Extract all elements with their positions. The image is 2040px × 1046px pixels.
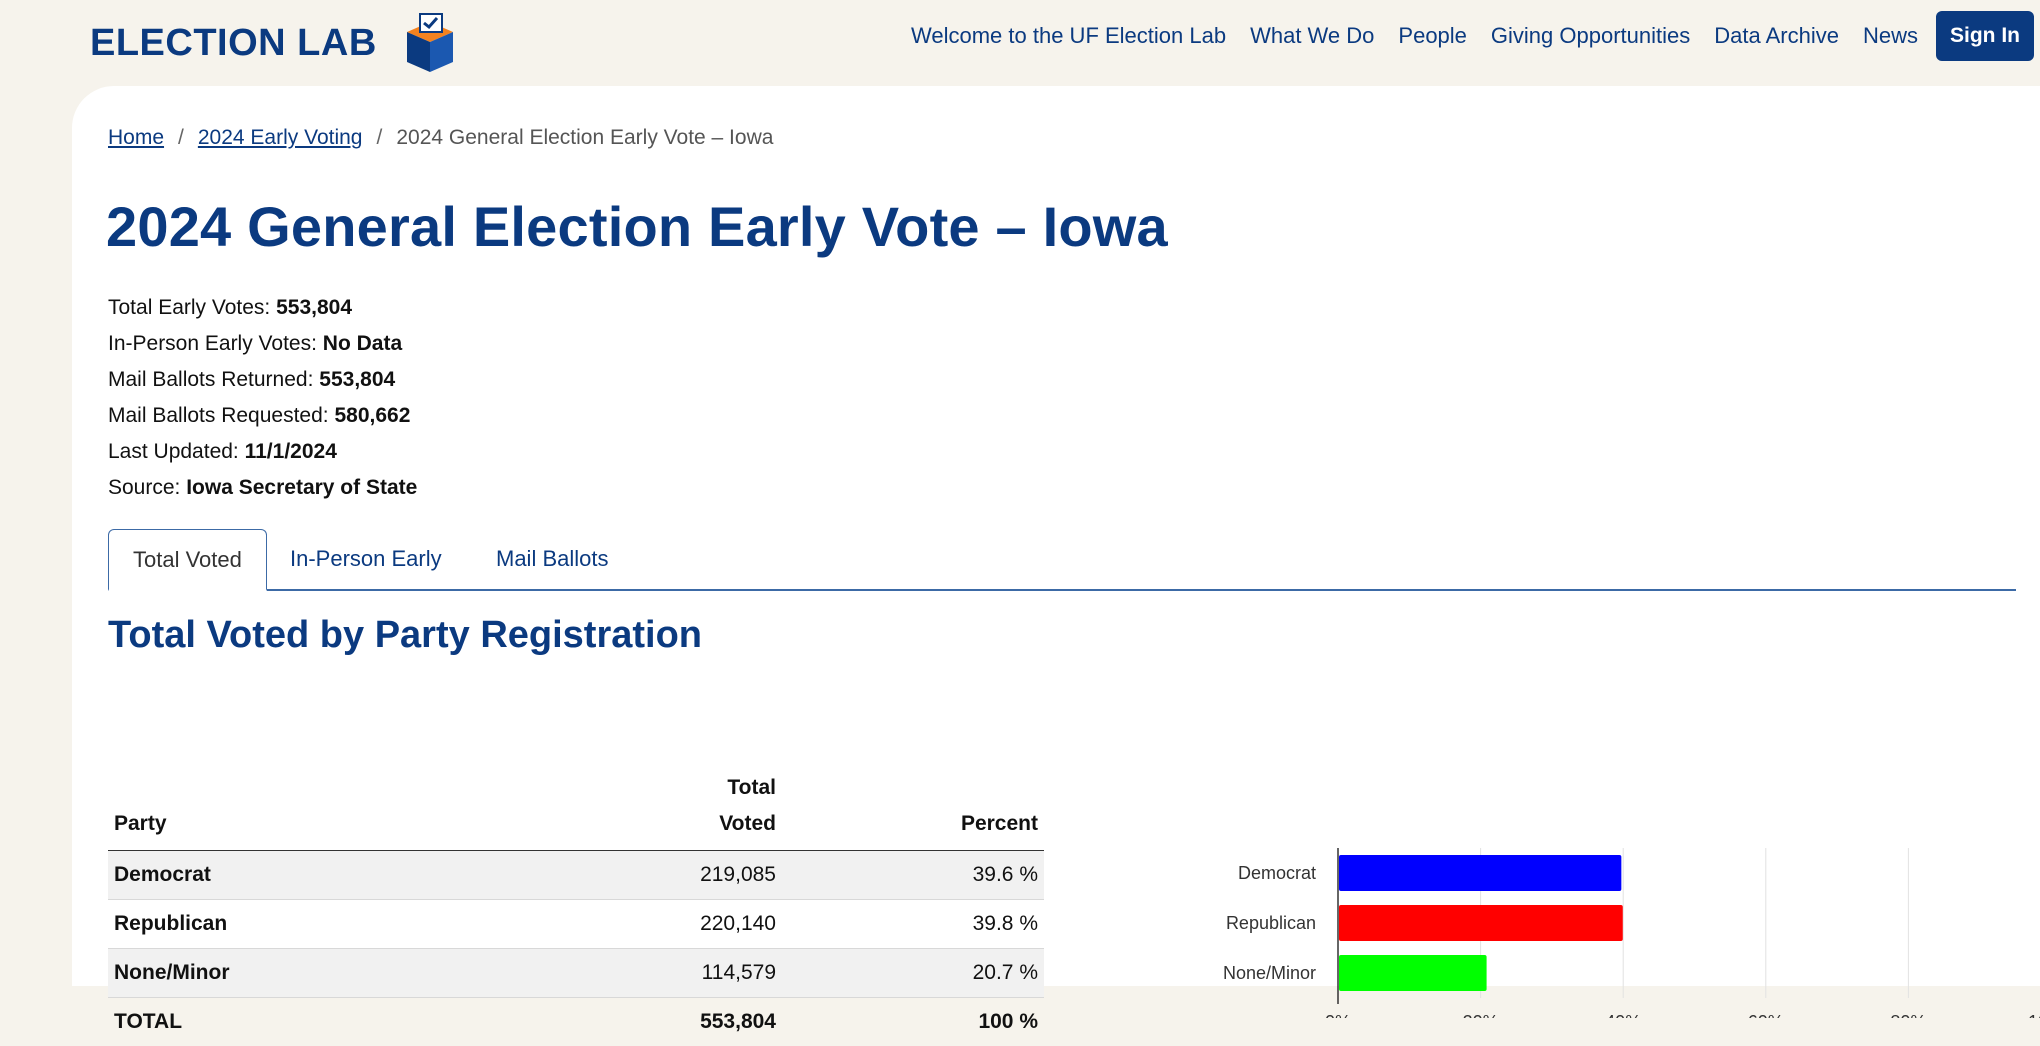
stat-total-early-votes: Total Early Votes: 553,804: [108, 290, 417, 326]
chart-tick-label: 20%: [1463, 1012, 1499, 1018]
stat-label: Last Updated:: [108, 440, 239, 463]
stat-value: 553,804: [276, 296, 352, 319]
col-header-percent: Percent: [782, 766, 1044, 851]
cell-percent: 20.7 %: [782, 949, 1044, 998]
chart-tick-label: 0%: [1325, 1012, 1351, 1018]
breadcrumb: Home / 2024 Early Voting / 2024 General …: [108, 126, 773, 150]
breadcrumb-current: 2024 General Election Early Vote – Iowa: [396, 126, 773, 150]
chart-tick-label: 100%: [2028, 1012, 2040, 1018]
stat-value: 553,804: [319, 368, 395, 391]
cell-party: Republican: [108, 900, 450, 949]
tab-total-voted[interactable]: Total Voted: [108, 529, 267, 591]
nav-people[interactable]: People: [1398, 23, 1467, 49]
chart-category-label: Republican: [1226, 913, 1316, 933]
page-title: 2024 General Election Early Vote – Iowa: [106, 194, 1168, 259]
chart-tick-label: 60%: [1748, 1012, 1784, 1018]
site-header: ELECTION LAB Welcome to the UF Election …: [0, 0, 2040, 86]
table-row: None/Minor 114,579 20.7 %: [108, 949, 1044, 998]
stat-value: 580,662: [334, 404, 410, 427]
ballot-box-icon: [399, 12, 461, 74]
stat-mail-ballots-requested: Mail Ballots Requested: 580,662: [108, 398, 417, 434]
chart-bar: [1339, 905, 1623, 941]
nav-news[interactable]: News: [1863, 23, 1918, 49]
breadcrumb-separator: /: [178, 126, 184, 150]
stat-label: Total Early Votes:: [108, 296, 270, 319]
cell-total: 220,140: [450, 900, 782, 949]
col-header-total-line2: Voted: [719, 812, 776, 835]
tab-in-person-early[interactable]: In-Person Early: [266, 529, 466, 589]
stat-value: No Data: [323, 332, 402, 355]
site-logo[interactable]: ELECTION LAB: [90, 8, 461, 78]
breadcrumb-separator: /: [377, 126, 383, 150]
cell-percent: 39.8 %: [782, 900, 1044, 949]
stat-mail-ballots-returned: Mail Ballots Returned: 553,804: [108, 362, 417, 398]
nav-giving-opportunities[interactable]: Giving Opportunities: [1491, 23, 1690, 49]
logo-text: ELECTION LAB: [90, 22, 377, 65]
sign-in-button[interactable]: Sign In: [1936, 11, 2034, 61]
cell-party: Democrat: [108, 851, 450, 900]
nav-what-we-do[interactable]: What We Do: [1250, 23, 1374, 49]
section-title: Total Voted by Party Registration: [108, 614, 702, 657]
cell-total: 114,579: [450, 949, 782, 998]
stat-source: Source: Iowa Secretary of State: [108, 470, 417, 506]
chart-bar: [1339, 955, 1487, 991]
chart-svg: 0% 20% 40% 60% 80% 100% Democrat Republican None…: [1152, 838, 2040, 1018]
summary-stats: Total Early Votes: 553,804 In-Person Ear…: [108, 290, 417, 506]
table-header-row: Party Total Voted Percent: [108, 766, 1044, 851]
main-nav: Welcome to the UF Election Lab What We D…: [887, 10, 2034, 62]
cell-percent: 100 %: [782, 998, 1044, 1046]
cell-party: None/Minor: [108, 949, 450, 998]
stat-label: In-Person Early Votes:: [108, 332, 317, 355]
chart-bar: [1339, 855, 1621, 891]
col-header-total-voted: Total Voted: [450, 766, 782, 851]
cell-party: TOTAL: [108, 998, 450, 1046]
chart-category-label: Democrat: [1238, 863, 1316, 883]
stat-label: Mail Ballots Returned:: [108, 368, 313, 391]
main-content: Home / 2024 Early Voting / 2024 General …: [72, 86, 2040, 986]
stat-value: Iowa Secretary of State: [186, 476, 417, 499]
breadcrumb-home[interactable]: Home: [108, 126, 164, 150]
col-header-total-line1: Total: [727, 776, 776, 799]
cell-percent: 39.6 %: [782, 851, 1044, 900]
breadcrumb-2024-early-voting[interactable]: 2024 Early Voting: [198, 126, 363, 150]
tab-bar: Total Voted In-Person Early Mail Ballots: [108, 529, 2016, 591]
stat-value: 11/1/2024: [245, 440, 337, 463]
chart-tick-label: 40%: [1605, 1012, 1641, 1018]
col-header-party: Party: [108, 766, 450, 851]
cell-total: 219,085: [450, 851, 782, 900]
chart-category-label: None/Minor: [1223, 963, 1316, 983]
nav-data-archive[interactable]: Data Archive: [1714, 23, 1839, 49]
chart-tick-label: 80%: [1890, 1012, 1926, 1018]
tab-mail-ballots[interactable]: Mail Ballots: [472, 529, 632, 589]
stat-last-updated: Last Updated: 11/1/2024: [108, 434, 417, 470]
table-row: Democrat 219,085 39.6 %: [108, 851, 1044, 900]
nav-welcome[interactable]: Welcome to the UF Election Lab: [911, 23, 1226, 49]
stat-label: Source:: [108, 476, 180, 499]
party-table: Party Total Voted Percent Democrat 219,0…: [108, 766, 1044, 1046]
stat-label: Mail Ballots Requested:: [108, 404, 329, 427]
cell-total: 553,804: [450, 998, 782, 1046]
table-row: Republican 220,140 39.8 %: [108, 900, 1044, 949]
table-total-row: TOTAL 553,804 100 %: [108, 998, 1044, 1046]
stat-in-person-early-votes: In-Person Early Votes: No Data: [108, 326, 417, 362]
